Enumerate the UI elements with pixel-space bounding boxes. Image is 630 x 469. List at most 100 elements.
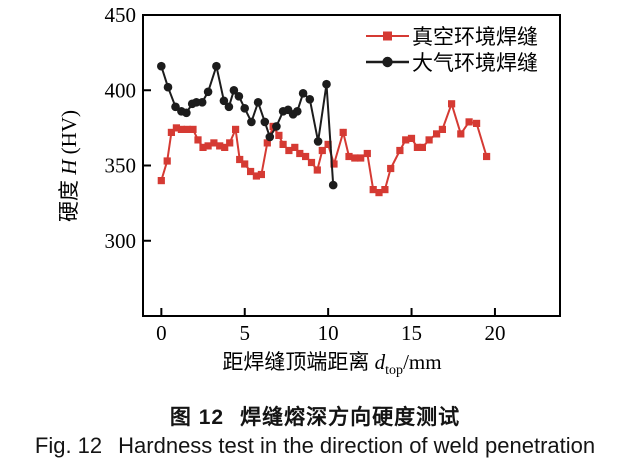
caption-english: Fig. 12 Hardness test in the direction of…: [0, 433, 630, 459]
data-point-square: [252, 172, 260, 180]
data-point-square: [285, 146, 293, 155]
data-point-square: [381, 186, 389, 194]
data-point-square: [351, 154, 359, 162]
data-point-square: [402, 136, 410, 144]
data-point-square: [357, 154, 365, 162]
data-point-square: [438, 125, 446, 133]
data-point-square: [291, 143, 299, 151]
data-point-circle: [197, 98, 207, 107]
data-point-square: [339, 128, 347, 136]
data-point-square: [407, 134, 416, 142]
data-point-circle: [247, 117, 256, 127]
data-point-square: [369, 186, 377, 194]
data-point-square: [263, 139, 271, 147]
x-tick-label: 10: [318, 321, 339, 345]
y-tick-label: 450: [105, 3, 137, 27]
y-tick-label: 350: [105, 154, 137, 178]
data-point-circle: [163, 82, 173, 92]
data-point-square: [396, 146, 404, 155]
legend-item-atmosphere: 大气环境焊缝: [366, 51, 538, 75]
data-point-square: [457, 130, 465, 138]
data-point-circle: [328, 180, 338, 190]
data-point-square: [236, 155, 244, 164]
caption-zh-fig-number: 图 12: [169, 406, 225, 429]
data-point-circle: [272, 122, 281, 131]
data-point-square: [483, 152, 491, 161]
data-point-square: [232, 125, 240, 133]
data-point-square: [425, 136, 433, 144]
data-point-square: [204, 142, 212, 150]
data-point-circle: [171, 102, 180, 112]
y-tick-label: 300: [105, 229, 137, 253]
data-point-square: [279, 140, 287, 148]
data-point-square: [216, 142, 224, 150]
data-point-square: [275, 131, 283, 139]
data-point-square: [163, 157, 171, 165]
data-point-square: [465, 118, 473, 126]
data-point-circle: [229, 86, 239, 95]
data-point-circle: [298, 89, 308, 98]
data-point-circle: [182, 108, 191, 118]
data-point-square: [418, 143, 426, 151]
legend-label-vacuum: 真空环境焊缝: [412, 25, 538, 49]
data-point-square: [345, 152, 353, 161]
data-point-square: [226, 139, 234, 147]
legend: 真空环境焊缝 大气环境焊缝: [366, 25, 538, 75]
data-point-square: [296, 149, 304, 158]
data-point-square: [448, 100, 456, 108]
data-point-circle: [260, 117, 270, 127]
y-axis-label: 硬度 H (HV): [57, 110, 81, 222]
data-point-square: [318, 146, 326, 155]
data-point-square: [210, 139, 218, 147]
data-point-circle: [265, 132, 275, 142]
data-point-square: [313, 166, 321, 174]
data-point-square: [387, 164, 395, 173]
data-point-circle: [253, 98, 263, 107]
legend-item-vacuum: 真空环境焊缝: [366, 25, 538, 49]
data-point-circle: [322, 79, 331, 89]
data-point-circle: [203, 87, 213, 97]
data-point-square: [194, 136, 202, 144]
data-point-square: [473, 119, 481, 127]
series-atmosphere-environment-weld: [157, 61, 338, 190]
data-point-square: [375, 189, 383, 197]
data-point-square: [241, 160, 249, 168]
caption-en-text: Hardness test in the direction of weld p…: [118, 433, 596, 458]
legend-marker-square-icon: [383, 31, 392, 41]
x-tick-label: 20: [484, 321, 505, 345]
x-tick-label: 5: [239, 321, 250, 345]
data-point-square: [324, 140, 332, 148]
caption-en-fig-number: Fig. 12: [34, 433, 103, 458]
data-point-square: [199, 143, 207, 151]
data-point-square: [302, 152, 310, 161]
x-tick-label: 15: [401, 321, 422, 345]
data-point-circle: [224, 102, 234, 112]
data-point-circle: [305, 95, 315, 104]
x-tick-label: 0: [156, 321, 167, 345]
y-tick-label: 400: [105, 78, 137, 102]
caption-chinese: 图 12 焊缝熔深方向硬度测试: [0, 401, 630, 431]
data-point-circle: [293, 107, 302, 116]
data-point-square: [183, 125, 191, 133]
legend-marker-circle-icon: [382, 56, 393, 68]
hardness-chart: 0 5 10 15 20 300 350 400 450 硬度 H (HV) 距焊缝顶端距离 d…: [57, 3, 561, 378]
data-point-square: [167, 128, 175, 136]
data-point-circle: [240, 104, 249, 113]
series-vacuum-environment-weld: [157, 100, 491, 197]
data-point-square: [307, 158, 316, 167]
data-point-circle: [212, 61, 221, 71]
data-point-square: [257, 170, 265, 179]
data-point-square: [330, 160, 338, 168]
data-point-square: [413, 143, 421, 151]
data-point-square: [221, 143, 229, 151]
data-point-square: [172, 124, 180, 132]
data-point-square: [363, 149, 371, 158]
x-axis-label: 距焊缝顶端距离 dtop/mm: [222, 350, 441, 378]
data-point-circle: [313, 137, 323, 146]
data-series: [157, 61, 491, 197]
data-point-square: [157, 177, 165, 185]
data-point-square: [247, 167, 255, 176]
data-point-circle: [157, 61, 166, 71]
data-point-square: [189, 125, 197, 133]
